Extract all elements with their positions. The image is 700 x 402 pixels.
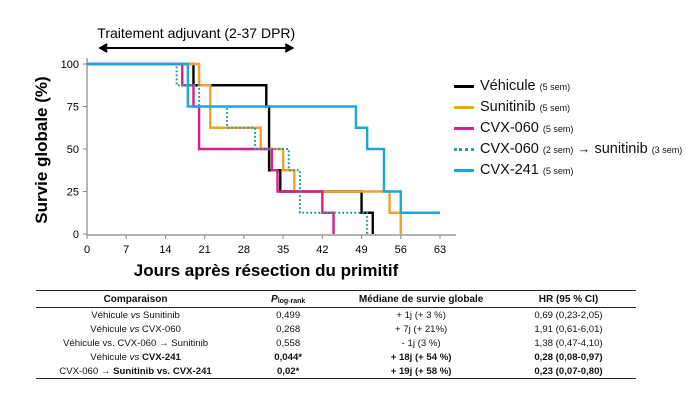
cell-comparaison: Véhicule vs Sunitinib [91, 309, 180, 321]
cell-p-value: 0,044* [274, 351, 303, 363]
cell-p-value: 0,499 [276, 309, 301, 321]
x-tick-label: 63 [434, 244, 446, 256]
cell-hr: 0,28 (0,08-0,97) [534, 351, 603, 363]
header-p-logrank: Plog-rank [235, 290, 342, 308]
table-row: Véhicule vs CVX-241 0,044* + 18j (+ 54 %) 0… [36, 350, 636, 364]
header-comparaison: Comparaison [36, 290, 236, 308]
header-hr: HR (95 % CI) [500, 290, 636, 308]
y-tick-label: 75 [67, 102, 79, 114]
cell-hr: 1,38 (0,47-4,10) [534, 337, 603, 349]
table-row: Véhicule vs. CVX-060 → Sunitinib 0,558 - 1… [36, 336, 636, 350]
x-tick-label: 21 [199, 244, 211, 256]
legend-swatch [454, 127, 474, 130]
cell-mediane: + 18j (+ 54 %) [390, 351, 452, 363]
legend-label: CVX-241 (5 sem) [480, 162, 574, 178]
y-tick-label: 25 [67, 187, 79, 199]
cell-comparaison: CVX-060 → Sunitinib vs. CVX-241 [36, 364, 236, 379]
cell-p-value: 0,02* [235, 364, 342, 379]
x-tick-label: 42 [316, 244, 328, 256]
table-header-row: Comparaison Plog-rank Médiane de survie … [36, 290, 636, 308]
legend-swatch [454, 169, 474, 172]
cell-comparaison: Véhicule vs CVX-060 [90, 323, 181, 335]
cell-mediane: + 7j (+ 21%) [394, 323, 448, 335]
x-tick-label: 7 [123, 244, 129, 256]
cell-comparaison: Véhicule vs CVX-241 [90, 351, 181, 363]
cell-hr: 0,69 (0,23-2,05) [534, 309, 603, 321]
cell-comparaison: Véhicule vs. CVX-060 → Sunitinib [63, 337, 209, 349]
y-tick-label: 0 [73, 229, 79, 241]
legend-label: CVX-060 (5 sem) [480, 120, 574, 136]
x-tick-label: 56 [395, 244, 407, 256]
legend: Véhicule (5 sem) Sunitinib (5 sem) CVX-060… [454, 76, 700, 181]
cell-hr: 1,91 (0,61-6,01) [534, 323, 603, 335]
series-line-1 [87, 62, 402, 234]
x-tick-label: 14 [159, 244, 171, 256]
series-line-4 [87, 62, 440, 214]
legend-label: CVX-060 (2 sem) → sunitinib (3 sem) [480, 141, 683, 157]
y-tick-label: 50 [67, 144, 79, 156]
survival-chart: Traitement adjuvant (2-37 DPR) 0 7 14 21 28 3… [32, 25, 456, 280]
cell-mediane: + 19j (+ 58 %) [341, 364, 501, 379]
y-axis-label: Survie globale (%) [32, 76, 51, 223]
treatment-annotation: Traitement adjuvant (2-37 DPR) [97, 25, 295, 41]
table-row: Véhicule vs Sunitinib 0,499 + 1j (+ 3 %) 0,… [36, 308, 636, 323]
cell-mediane: + 1j (+ 3 %) [396, 309, 446, 321]
legend-item: CVX-241 (5 sem) [454, 160, 700, 180]
legend-item: Sunitinib (5 sem) [454, 97, 700, 117]
x-tick-label: 0 [84, 244, 90, 256]
table-row: CVX-060 → Sunitinib vs. CVX-241 0,02* + 19… [36, 364, 636, 379]
legend-swatch [454, 148, 474, 151]
cell-p-value: 0,558 [276, 337, 301, 349]
legend-label: Véhicule (5 sem) [480, 78, 571, 94]
legend-item: CVX-060 (5 sem) [454, 118, 700, 138]
cell-hr: 0,23 (0,07-0,80) [500, 364, 636, 379]
treatment-arrow-left-head [98, 43, 108, 53]
legend-label: Sunitinib (5 sem) [480, 99, 571, 115]
x-tick-label: 49 [355, 244, 367, 256]
x-axis-label: Jours après résection du primitif [134, 261, 399, 280]
legend-item: CVX-060 (2 sem) → sunitinib (3 sem) [454, 139, 700, 159]
table-row: Véhicule vs CVX-060 0,268 + 7j (+ 21%) 1,91… [36, 322, 636, 336]
x-tick-label: 28 [238, 244, 250, 256]
y-tick-label: 100 [61, 59, 79, 71]
treatment-arrow-right-head [285, 43, 295, 53]
cell-mediane: - 1j (3 %) [401, 337, 441, 349]
comparison-table: Comparaison Plog-rank Médiane de survie … [36, 290, 636, 379]
legend-swatch [454, 85, 474, 88]
legend-item: Véhicule (5 sem) [454, 76, 700, 96]
series-line-3 [87, 63, 369, 234]
legend-swatch [454, 106, 474, 109]
header-mediane: Médiane de survie globale [341, 290, 501, 308]
cell-p-value: 0,268 [276, 323, 301, 335]
x-tick-label: 35 [277, 244, 289, 256]
